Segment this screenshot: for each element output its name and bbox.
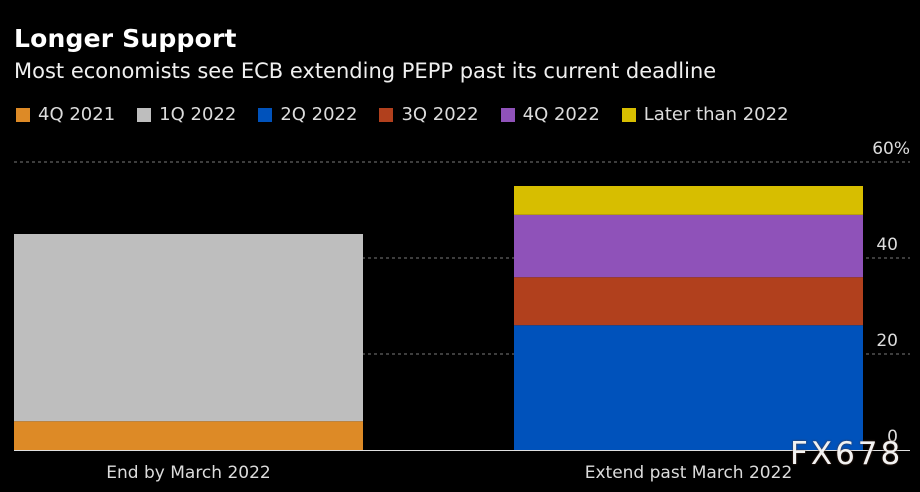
y-tick-labels: 0 20 40 60% [872,139,910,447]
bar-extend-past-march-2022-later-than-2022 [514,186,863,215]
y-tick-label-0: 0 [887,427,898,447]
legend-item-later-than-2022: Later than 2022 [621,104,789,125]
legend-item-3q-2022: 3Q 2022 [379,104,479,125]
legend-label: 2Q 2022 [280,104,358,125]
bar-extend-past-march-2022-3q-2022 [514,277,863,326]
x-category-labels: End by March 2022 Extend past March 2022 [106,463,792,483]
legend-swatch [500,107,515,122]
chart-subtitle: Most economists see ECB extending PEPP p… [14,59,717,83]
legend-label: Later than 2022 [643,104,789,125]
legend-item-2q-2022: 2Q 2022 [258,104,357,125]
legend-item-4q-2021: 4Q 2021 [16,104,115,125]
y-tick-label-20: 20 [876,331,898,351]
legend-label: 4Q 2022 [522,104,600,125]
legend-swatch [379,107,394,122]
legend-item-1q-2022: 1Q 2022 [137,104,236,125]
chart-title: Longer Support [14,24,237,53]
legend: 4Q 2021 1Q 2022 2Q 2022 3Q 2022 4Q 2022 Later… [16,104,811,125]
legend-swatch [137,107,152,122]
x-category-label-end-by-march-2022: End by March 2022 [106,463,270,483]
legend-item-4q-2022: 4Q 2022 [500,104,600,125]
y-tick-label-60: 60% [872,139,910,159]
legend-label: 4Q 2021 [38,104,116,125]
bar-extend-past-march-2022-4q-2022 [514,214,863,278]
bar-end-by-march-2022-1q-2022 [14,234,363,422]
legend-swatch [621,107,636,122]
watermark: FX678 [790,436,904,472]
legend-swatch [16,107,30,122]
legend-label: 1Q 2022 [159,104,237,125]
bar-end-by-march-2022-4q-2021 [14,421,363,450]
bar-extend-past-march-2022-2q-2022 [514,325,863,450]
x-category-label-extend-past-march-2022: Extend past March 2022 [585,463,793,483]
bars [14,186,863,450]
legend-swatch [258,107,273,122]
y-tick-label-40: 40 [876,235,898,255]
legend-label: 3Q 2022 [401,104,479,125]
